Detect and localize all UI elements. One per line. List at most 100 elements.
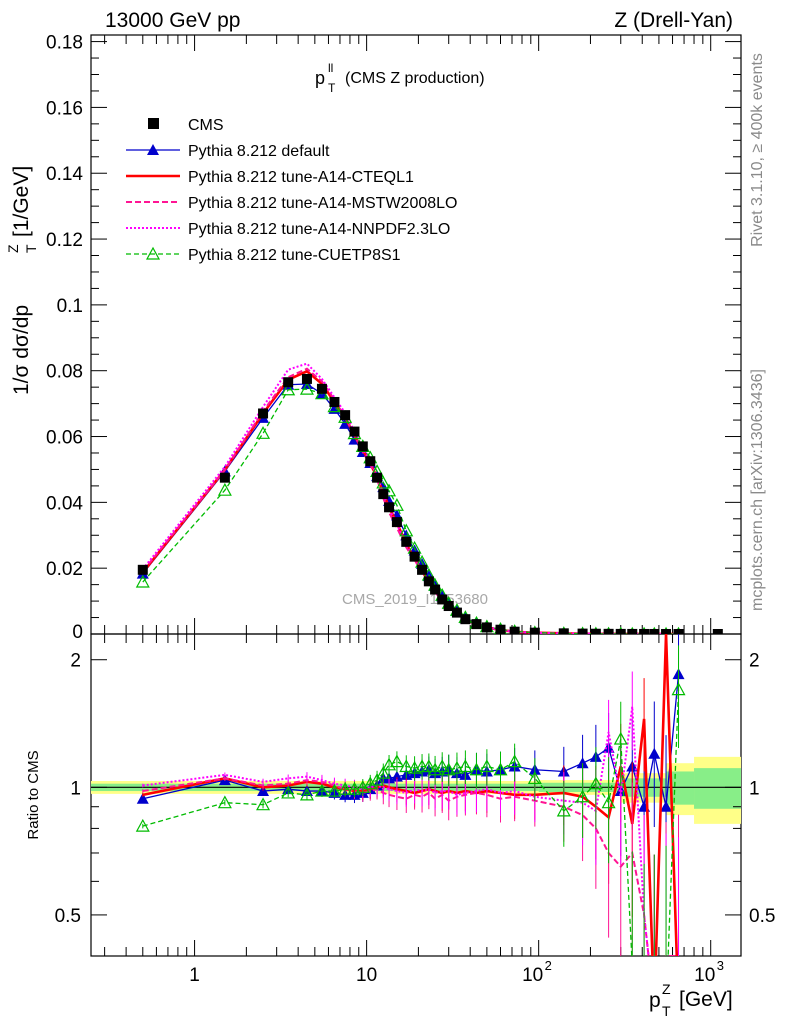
ratio-line xyxy=(142,706,650,956)
series-point xyxy=(256,426,271,439)
series-point xyxy=(556,803,571,817)
ratio-series-group xyxy=(135,634,686,956)
series-point xyxy=(376,765,391,779)
data-point xyxy=(384,502,395,513)
series-point xyxy=(135,818,150,832)
legend-label: Pythia 8.212 tune-A14-MSTW2008LO xyxy=(188,195,457,212)
data-point xyxy=(409,551,420,562)
series-point xyxy=(338,781,353,795)
data-point xyxy=(639,628,650,634)
series-point xyxy=(469,762,484,776)
series-point xyxy=(421,759,436,773)
series-point xyxy=(575,789,590,803)
data-point xyxy=(391,517,402,528)
data-point xyxy=(495,624,506,634)
data-point xyxy=(577,628,588,634)
data-point xyxy=(529,627,540,634)
x-axis-tick-labels: 1 10 10 2 10 3 xyxy=(189,958,724,986)
series-point xyxy=(399,759,414,773)
ratio-uncertainty-bands xyxy=(91,756,741,824)
x-axis-label-main: p xyxy=(649,989,661,1012)
data-point xyxy=(365,456,376,467)
series-point xyxy=(441,762,456,776)
series-point xyxy=(449,760,464,774)
series-point xyxy=(588,776,603,790)
x-tick-label: 10 xyxy=(694,965,715,986)
data-point xyxy=(451,607,462,618)
x-tick-label-exponent: 3 xyxy=(717,958,724,973)
data-point xyxy=(509,626,520,634)
data-point xyxy=(219,472,230,483)
y-tick-label: 0.02 xyxy=(46,559,83,580)
data-point xyxy=(401,536,412,547)
data-point xyxy=(460,614,471,625)
series-point xyxy=(527,771,542,784)
data-point xyxy=(471,619,482,630)
series-point xyxy=(415,759,430,773)
y-tick-label: 0.18 xyxy=(46,33,83,54)
y-tick-label: 0.1 xyxy=(57,296,83,317)
legend-label: Pythia 8.212 tune-CUETP8S1 xyxy=(188,247,401,264)
ratio-line xyxy=(142,777,679,956)
x-tick-label: 10 xyxy=(356,965,377,986)
data-point xyxy=(372,472,383,483)
data-point xyxy=(137,564,148,575)
ratio-y-tick-label: 0.5 xyxy=(55,906,81,927)
series-point xyxy=(370,772,385,786)
y-axis-label-sup: Z xyxy=(5,244,21,253)
series-point xyxy=(390,770,403,782)
ratio-band-green xyxy=(694,768,741,809)
data-point xyxy=(357,441,368,452)
x-axis-label-sub: T xyxy=(662,1003,671,1019)
y-tick-label-zero: 0 xyxy=(72,622,83,643)
ratio-line xyxy=(142,634,679,956)
ratio-y-tick-label-right: 1 xyxy=(749,778,760,799)
data-point xyxy=(649,628,660,634)
series-point xyxy=(363,776,378,790)
series-point xyxy=(347,781,362,795)
data-point xyxy=(481,622,492,633)
ratio-y-tick-label: 2 xyxy=(70,651,81,672)
data-point xyxy=(423,576,434,587)
y-axis-label-main: 1/σ dσ/dp xyxy=(10,305,33,395)
data-point xyxy=(378,489,389,500)
legend-entry: CMS xyxy=(148,117,224,134)
ratio-y-axis-tick-labels: 0.5 0.5 1 1 2 2 xyxy=(55,651,776,927)
analysis-watermark: CMS_2019_I1753680 xyxy=(342,591,488,608)
legend-entry: Pythia 8.212 default xyxy=(126,143,330,160)
series-point xyxy=(399,523,414,537)
series-point xyxy=(147,144,159,155)
series-point xyxy=(601,795,616,809)
series-point xyxy=(145,246,161,260)
series-point xyxy=(428,762,443,776)
series-point xyxy=(389,754,404,768)
data-point xyxy=(417,564,428,575)
series-point xyxy=(299,381,314,395)
plot-title-rest: (CMS Z production) xyxy=(345,70,485,87)
data-point xyxy=(443,601,454,612)
series-point xyxy=(314,783,329,797)
data-point xyxy=(340,410,351,421)
ratio-line xyxy=(142,689,680,956)
plot-title-sub: T xyxy=(328,81,336,95)
legend-label: Pythia 8.212 tune-A14-NNPDF2.3LO xyxy=(188,221,450,238)
main-series-group xyxy=(135,362,723,634)
y-axis-label-sub: T xyxy=(23,244,39,253)
y-axis-label: 1/σ dσ/dp T Z [1/GeV] xyxy=(5,166,39,395)
y-tick-label: 0.06 xyxy=(46,428,83,449)
series-point xyxy=(435,759,450,773)
legend: CMS Pythia 8.212 default Pythia 8.212 tune… xyxy=(126,117,457,264)
ratio-y-axis-label: Ratio to CMS xyxy=(25,750,42,839)
plot-title-sup: ll xyxy=(328,61,333,75)
data-point xyxy=(615,628,626,634)
series-point xyxy=(660,800,673,812)
ratio-y-tick-label: 1 xyxy=(70,778,81,799)
data-point xyxy=(430,584,441,595)
y-axis-tick-labels: 0.02 0.04 0.06 0.08 0.1 0.12 0.14 0.16 0.18 0 xyxy=(46,33,83,643)
collision-label: 13000 GeV pp xyxy=(105,9,240,32)
plot-title: p ll T (CMS Z production) xyxy=(315,61,485,95)
series-point xyxy=(576,757,589,769)
series-point xyxy=(479,759,494,773)
data-point xyxy=(283,377,294,388)
